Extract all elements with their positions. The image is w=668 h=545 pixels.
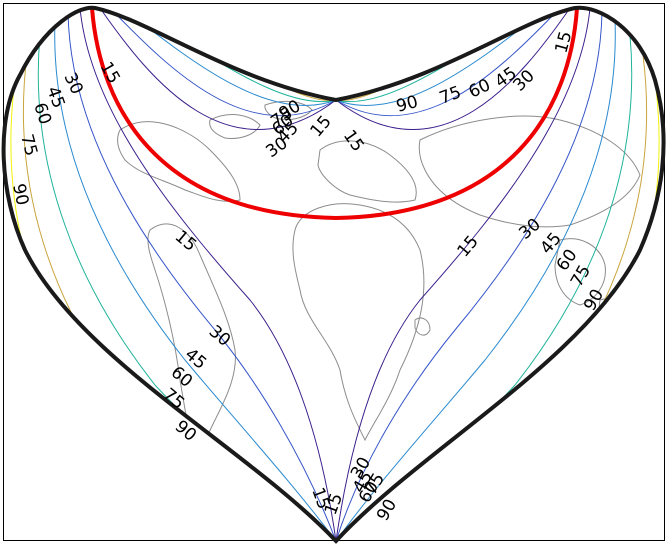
label-left-90: 90 bbox=[8, 182, 32, 207]
heart-outline bbox=[1, 5, 666, 544]
red-circle bbox=[90, 7, 579, 221]
